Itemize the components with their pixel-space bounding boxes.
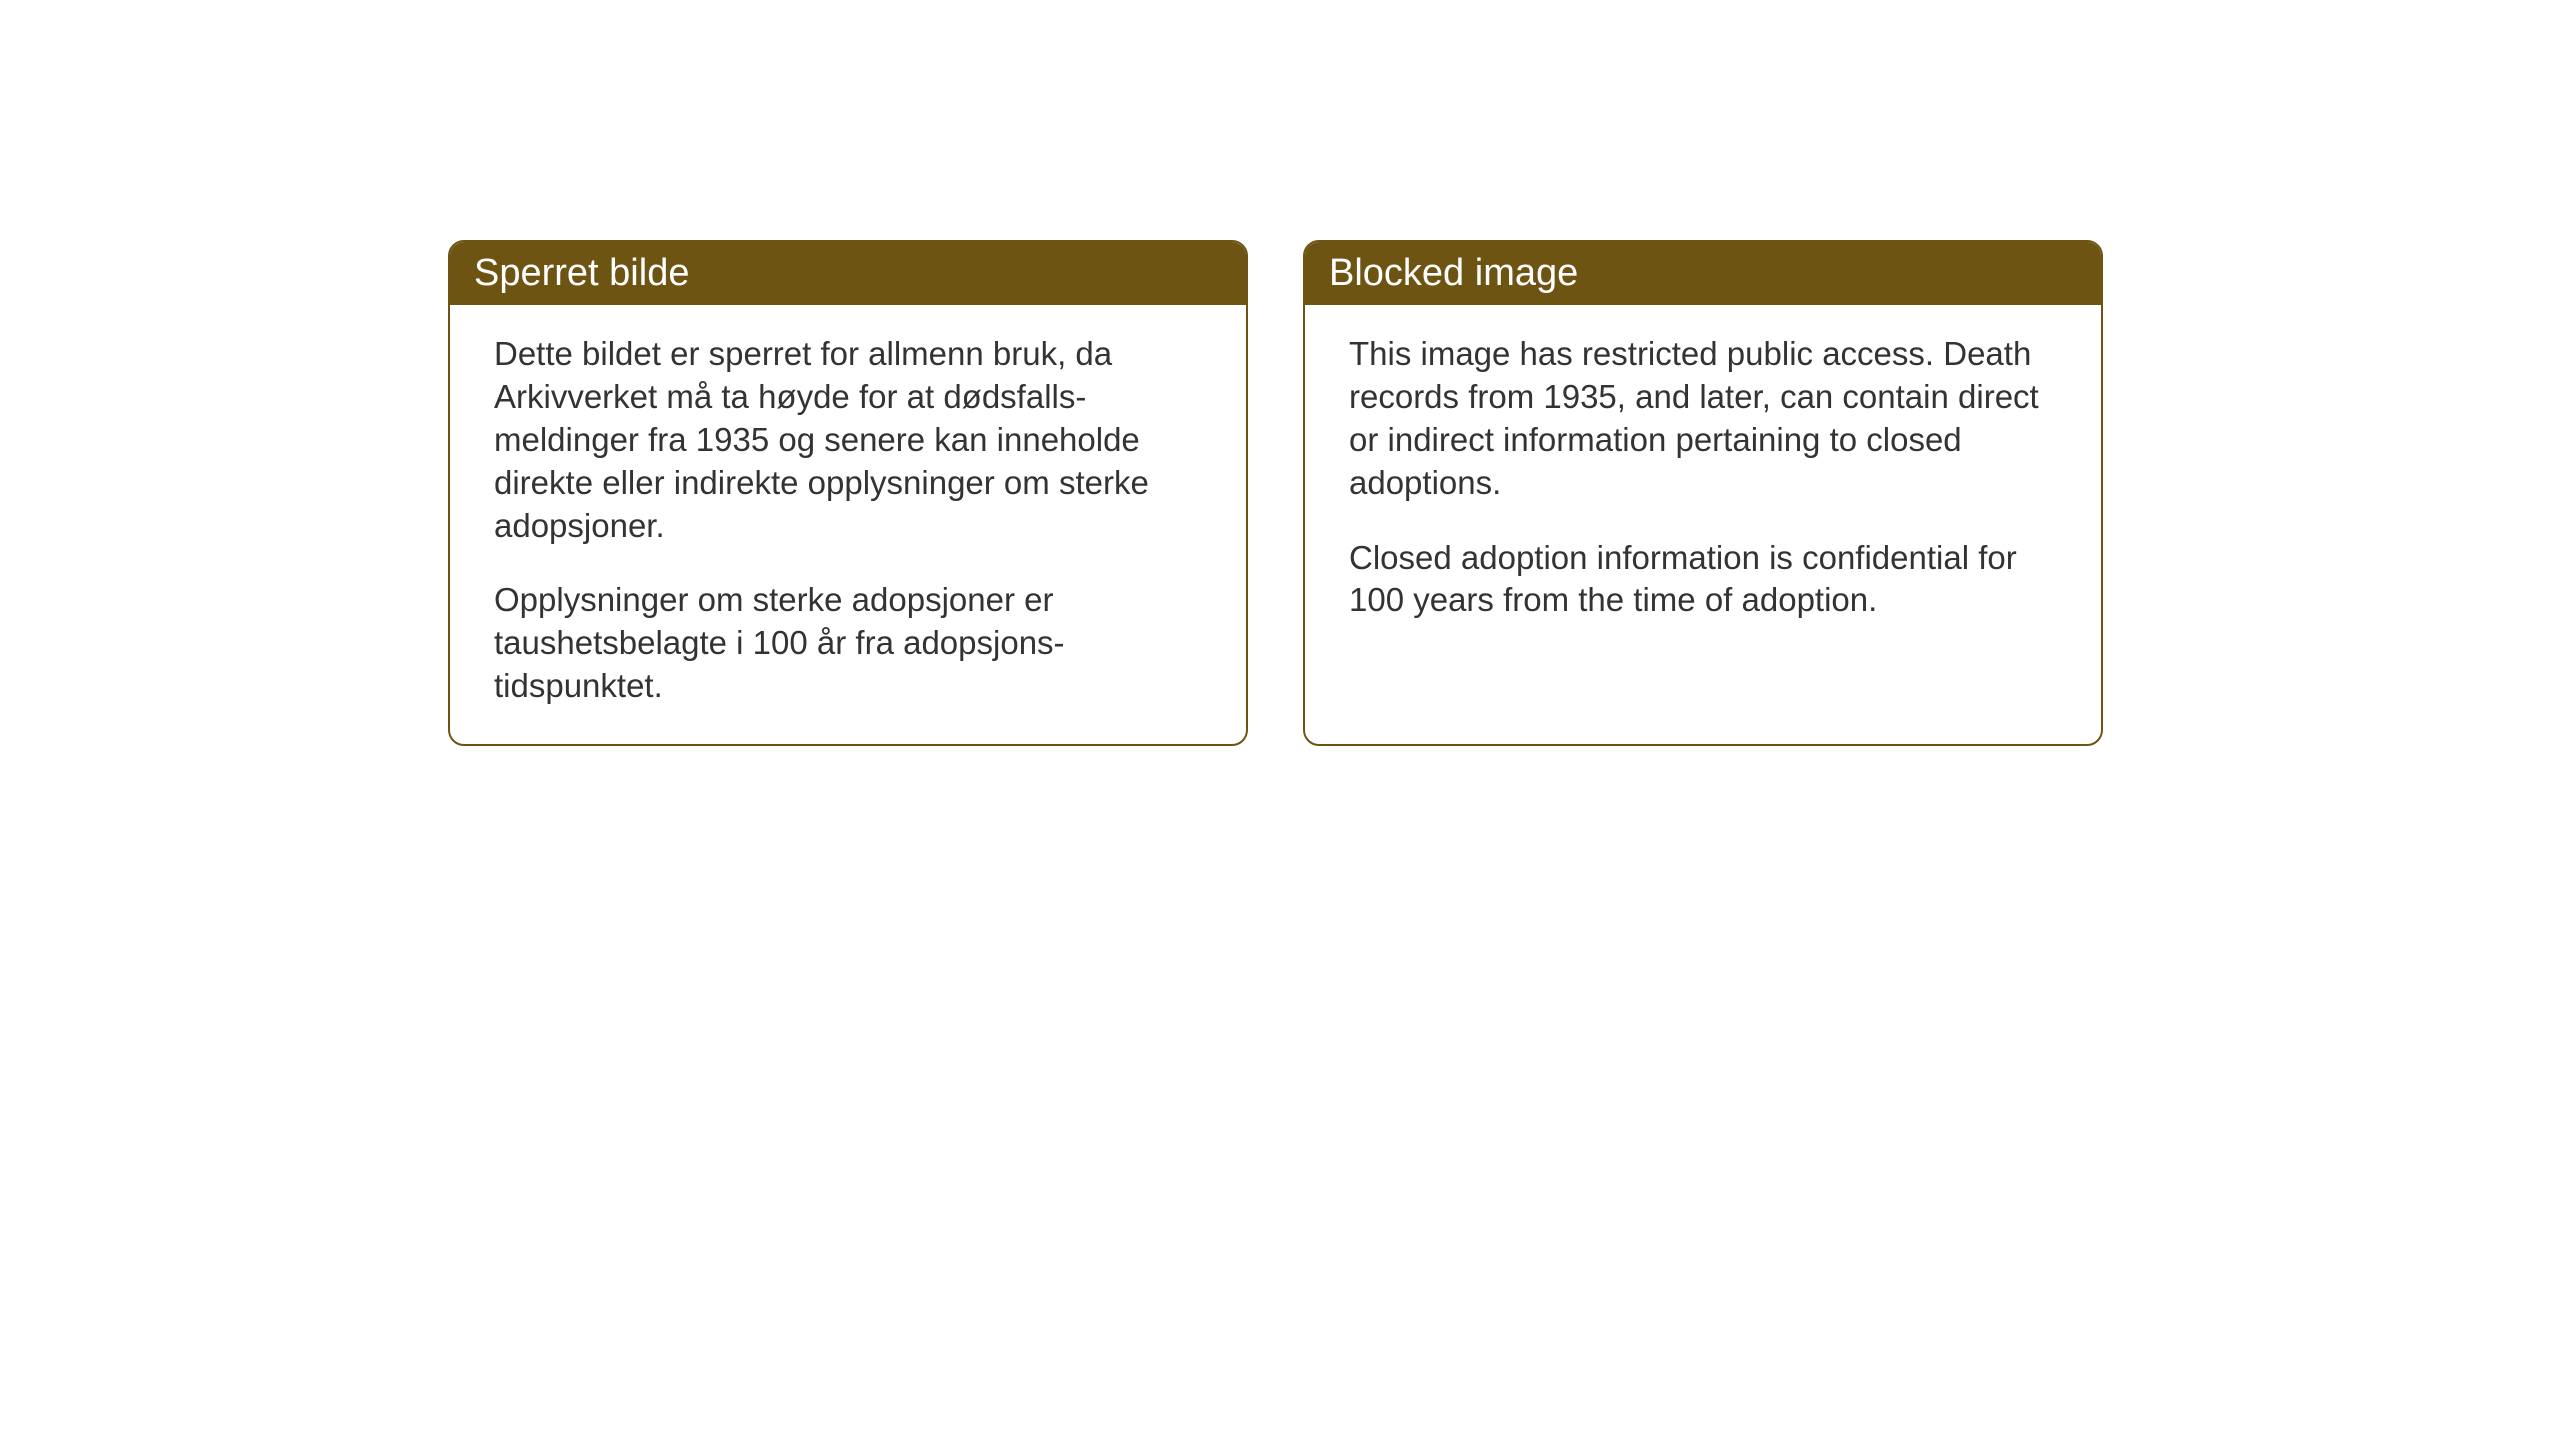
- notice-paragraph-2-norwegian: Opplysninger om sterke adopsjoner er tau…: [494, 579, 1202, 708]
- notice-paragraph-2-english: Closed adoption information is confident…: [1349, 537, 2057, 623]
- notice-header-norwegian: Sperret bilde: [450, 242, 1246, 305]
- notice-cards-container: Sperret bilde Dette bildet er sperret fo…: [448, 240, 2103, 746]
- notice-paragraph-1-norwegian: Dette bildet er sperret for allmenn bruk…: [494, 333, 1202, 547]
- notice-card-english: Blocked image This image has restricted …: [1303, 240, 2103, 746]
- notice-body-norwegian: Dette bildet er sperret for allmenn bruk…: [450, 305, 1246, 744]
- notice-title-norwegian: Sperret bilde: [474, 252, 689, 294]
- notice-card-norwegian: Sperret bilde Dette bildet er sperret fo…: [448, 240, 1248, 746]
- notice-title-english: Blocked image: [1329, 252, 1578, 294]
- notice-body-english: This image has restricted public access.…: [1305, 305, 2101, 658]
- notice-header-english: Blocked image: [1305, 242, 2101, 305]
- notice-paragraph-1-english: This image has restricted public access.…: [1349, 333, 2057, 505]
